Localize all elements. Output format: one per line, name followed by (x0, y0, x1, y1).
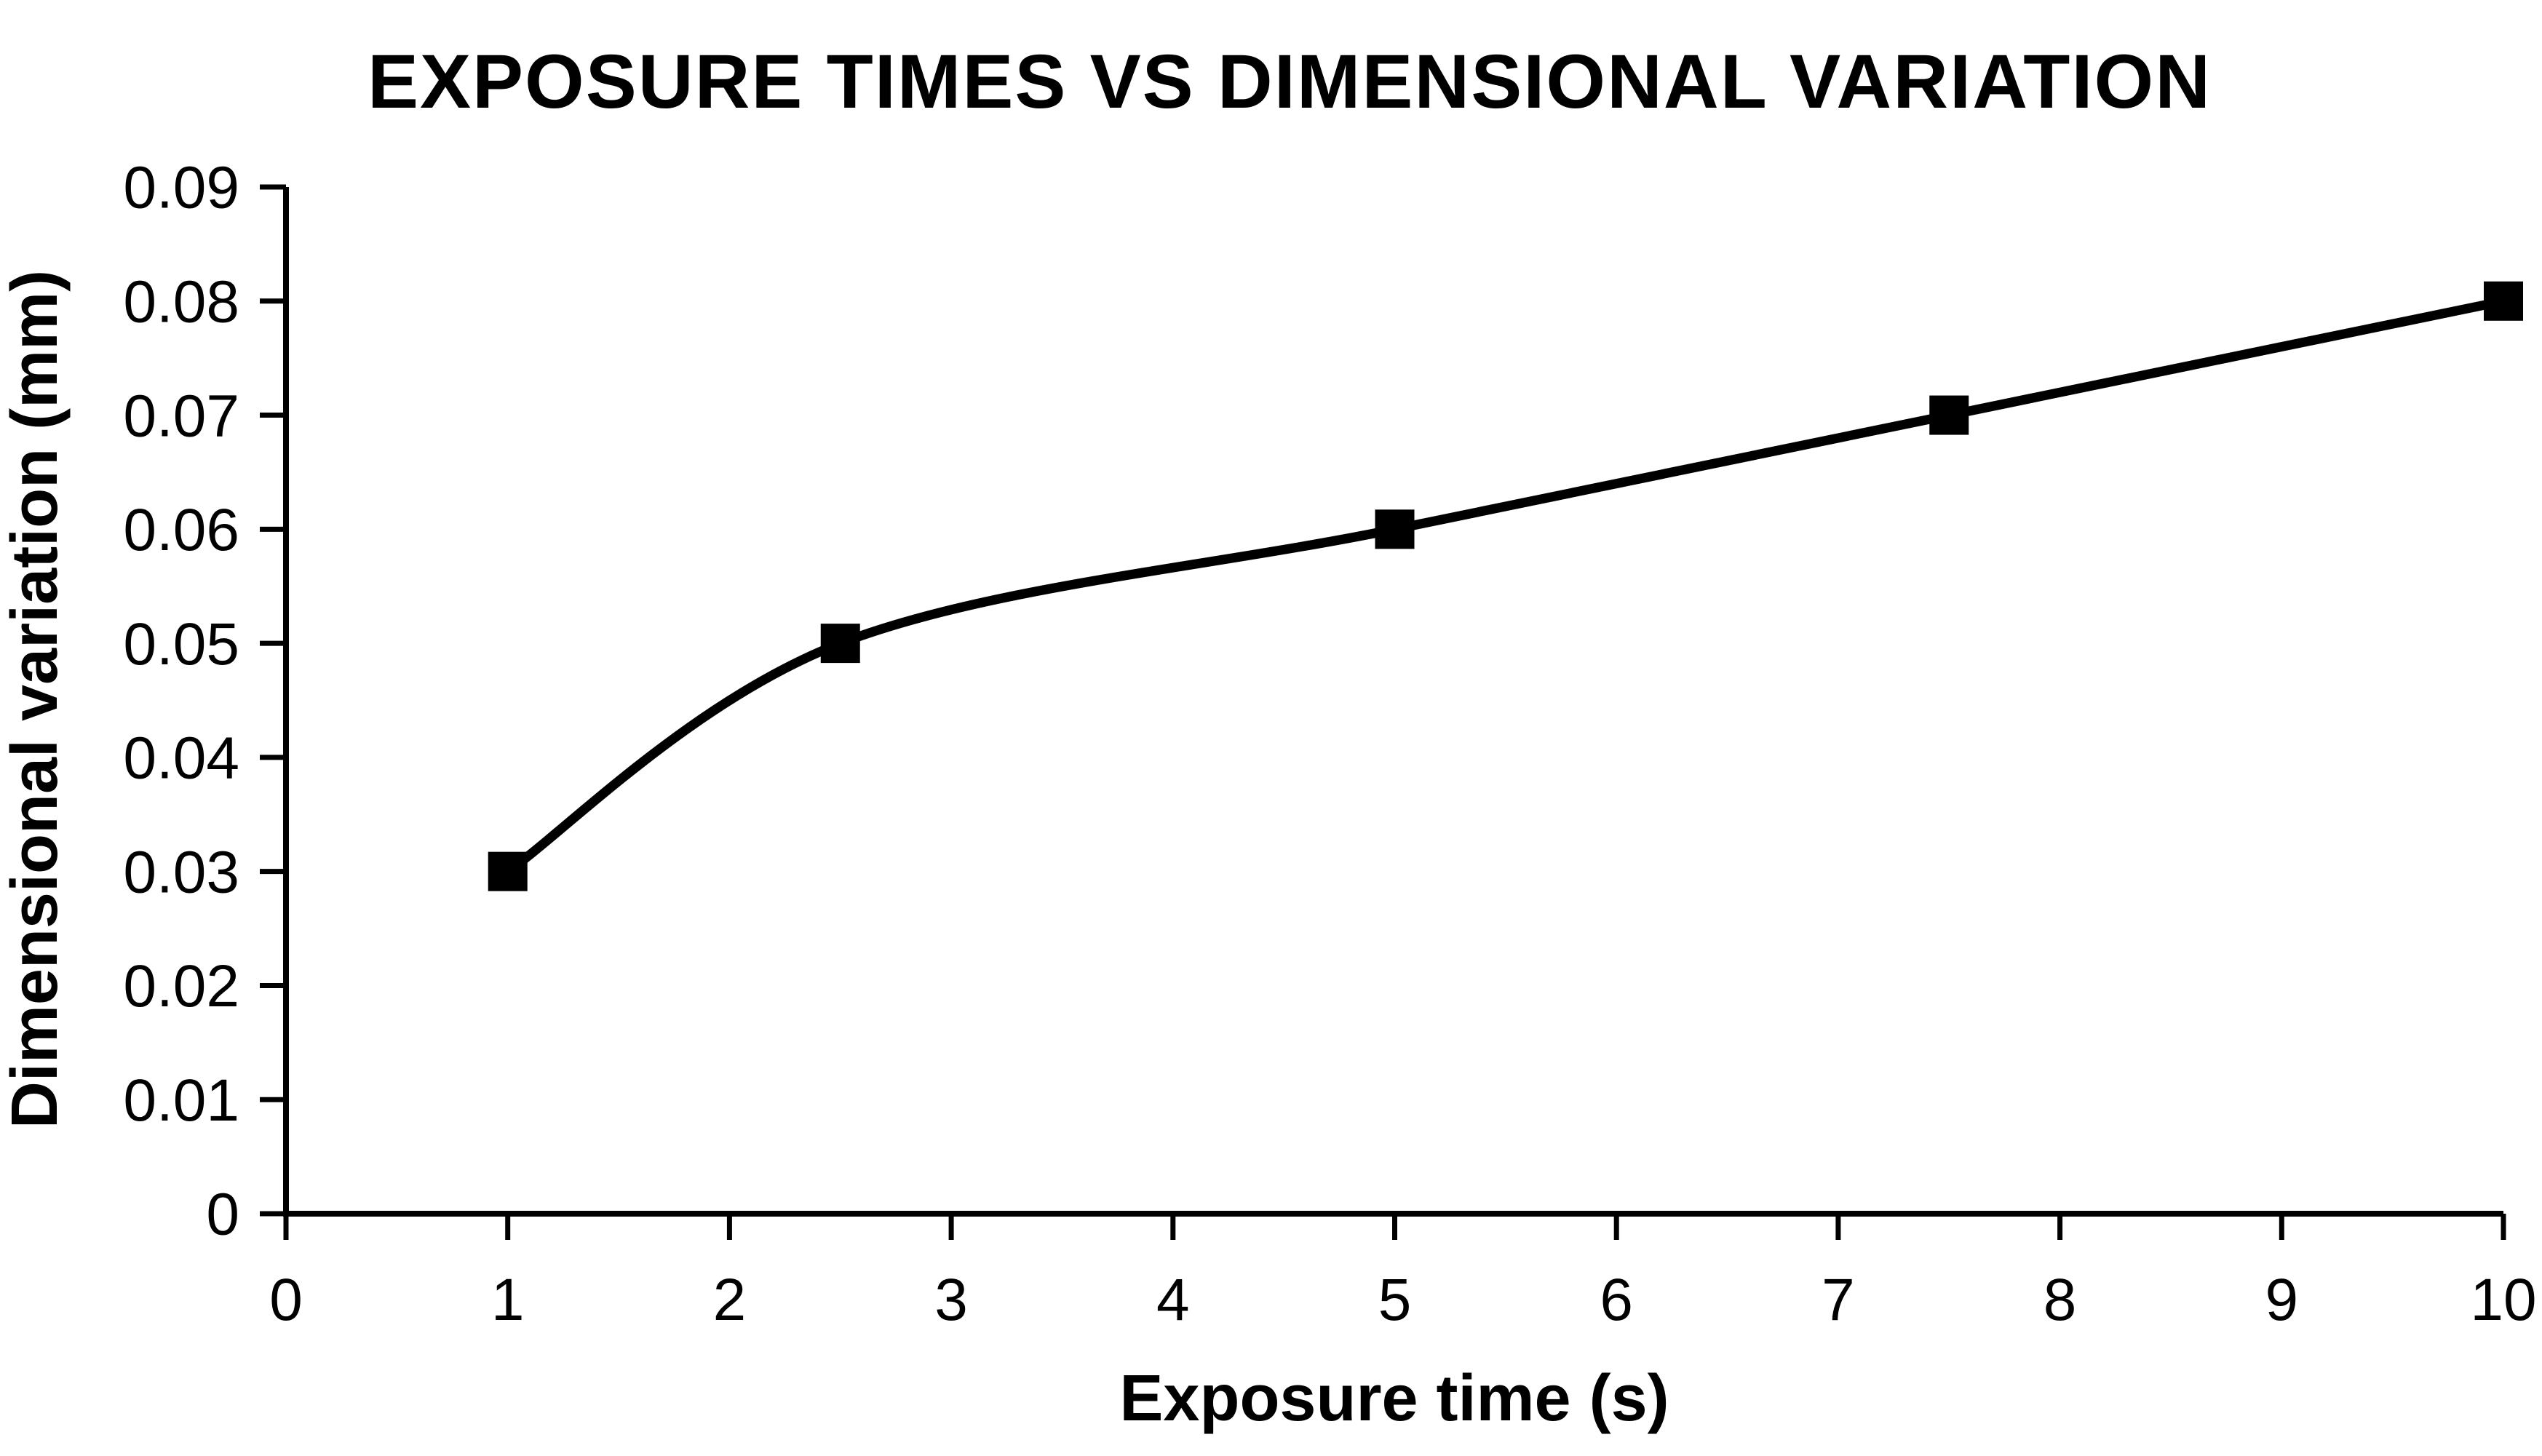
y-tick-label: 0.04 (123, 725, 239, 792)
x-axis-tick-labels: 0 1 2 3 4 5 6 7 8 9 10 (269, 1267, 2536, 1333)
data-point-marker (1929, 395, 1969, 435)
x-axis-label: Exposure time (s) (1119, 1362, 1669, 1435)
y-tick-label: 0.07 (123, 383, 239, 449)
y-axis-tick-labels: 0 0.01 0.02 0.03 0.04 0.05 0.06 0.07 0.08 0.09 (123, 155, 239, 1248)
data-point-marker (488, 851, 528, 891)
x-tick-label: 1 (491, 1267, 525, 1333)
y-tick-label: 0.03 (123, 839, 239, 905)
x-tick-label: 0 (269, 1267, 303, 1333)
y-tick-label: 0.01 (123, 1067, 239, 1134)
axes (260, 184, 2506, 1240)
y-tick-label: 0.02 (123, 953, 239, 1019)
chart-title: EXPOSURE TIMES VS DIMENSIONAL VARIATION (368, 39, 2212, 124)
data-point-marker (2484, 281, 2523, 321)
data-point-markers (488, 281, 2523, 891)
y-tick-label: 0.05 (123, 611, 239, 677)
x-tick-label: 2 (713, 1267, 747, 1333)
data-point-marker (820, 624, 860, 664)
x-tick-label: 6 (1600, 1267, 1633, 1333)
y-tick-label: 0 (206, 1182, 239, 1248)
y-tick-label: 0.08 (123, 268, 239, 335)
x-tick-label: 4 (1156, 1267, 1190, 1333)
x-tick-label: 8 (2043, 1267, 2077, 1333)
y-tick-label: 0.09 (123, 155, 239, 221)
x-tick-label: 10 (2470, 1267, 2536, 1333)
y-tick-label: 0.06 (123, 497, 239, 563)
plot-line (503, 296, 2509, 877)
x-tick-label: 7 (1822, 1267, 1855, 1333)
x-tick-label: 5 (1378, 1267, 1412, 1333)
x-tick-label: 9 (2265, 1267, 2298, 1333)
x-tick-label: 3 (934, 1267, 968, 1333)
data-point-marker (1375, 509, 1415, 549)
y-axis-label: Dimensional variation (mm) (0, 270, 71, 1129)
